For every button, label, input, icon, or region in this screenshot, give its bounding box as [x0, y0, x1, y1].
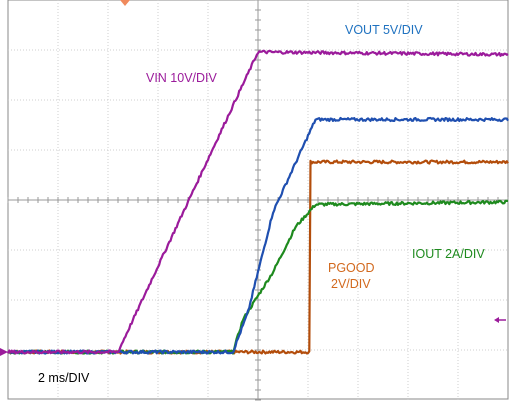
graticule: [7, 0, 509, 401]
waveform-traces: [6, 49, 509, 355]
vin-label: VIN 10V/DIV: [146, 71, 218, 85]
pgood-label-line1: PGOOD: [328, 261, 375, 275]
vout-label: VOUT 5V/DIV: [345, 23, 423, 37]
iout-label: IOUT 2A/DIV: [412, 247, 485, 261]
channel-markers: [0, 0, 506, 356]
timebase-label: 2 ms/DIV: [38, 371, 90, 385]
trigger-position-icon: [120, 0, 130, 6]
ground-marker-icon: [0, 348, 8, 356]
trace-vin: [6, 49, 509, 355]
pgood-label-line2: 2V/DIV: [331, 277, 371, 291]
trigger-level-arrow-icon: [494, 317, 499, 323]
